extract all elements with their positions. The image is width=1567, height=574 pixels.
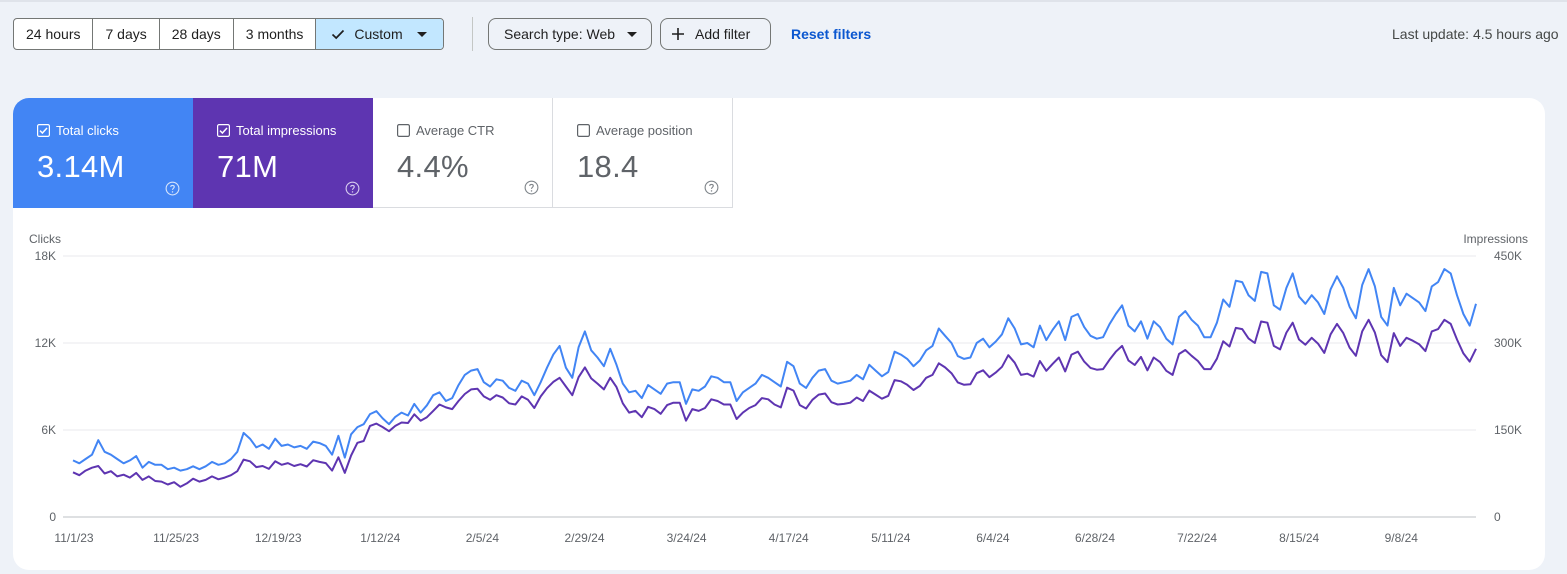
checkbox-checked-icon[interactable] xyxy=(217,123,230,137)
x-tick-label: 6/4/24 xyxy=(976,531,1010,545)
right-tick-label: 450K xyxy=(1494,249,1522,263)
right-tick-label: 0 xyxy=(1494,510,1501,524)
metric-tile-average-ctr[interactable]: Average CTR 4.4% xyxy=(373,98,553,208)
help-icon[interactable] xyxy=(704,180,719,195)
x-tick-label: 5/11/24 xyxy=(871,531,910,545)
checkbox-unchecked-icon[interactable] xyxy=(397,123,410,137)
last-update-text: Last update: 4.5 hours ago xyxy=(1392,26,1559,42)
x-tick-label: 12/19/23 xyxy=(255,531,302,545)
metric-label: Average CTR xyxy=(416,122,495,138)
metric-label: Total clicks xyxy=(56,122,119,138)
range-custom-button[interactable]: Custom xyxy=(316,19,443,49)
toolbar-divider xyxy=(472,17,473,51)
range-3-months-button[interactable]: 3 months xyxy=(234,19,317,49)
right-axis-title: Impressions xyxy=(1463,232,1528,246)
help-icon[interactable] xyxy=(165,181,180,196)
metric-label: Total impressions xyxy=(236,122,337,138)
search-type-label: Search type: Web xyxy=(504,26,616,42)
x-tick-label: 11/25/23 xyxy=(153,531,199,545)
date-range-selector: 24 hours 7 days 28 days 3 months Custom xyxy=(13,18,444,50)
top-divider xyxy=(0,0,1567,2)
left-tick-label: 6K xyxy=(41,423,56,437)
add-filter-button[interactable]: Add filter xyxy=(660,18,771,50)
checkbox-unchecked-icon[interactable] xyxy=(577,123,590,137)
left-tick-label: 18K xyxy=(35,249,56,263)
checkbox-checked-icon[interactable] xyxy=(37,123,50,137)
left-axis-title: Clicks xyxy=(29,232,61,246)
line-chart: Clicks Impressions 0 6K 12K 18K 0 150K 300K 450K 1… xyxy=(29,232,1528,545)
left-tick-label: 12K xyxy=(35,336,56,350)
help-icon[interactable] xyxy=(345,181,360,196)
x-tick-label: 7/22/24 xyxy=(1177,531,1217,545)
checkmark-icon xyxy=(332,29,345,40)
dropdown-arrow-icon xyxy=(416,31,427,37)
range-24-hours-button[interactable]: 24 hours xyxy=(14,19,94,49)
x-tick-label: 2/5/24 xyxy=(466,531,500,545)
x-tick-label: 6/28/24 xyxy=(1075,531,1115,545)
range-28-days-button[interactable]: 28 days xyxy=(160,19,234,49)
reset-filters-link[interactable]: Reset filters xyxy=(791,26,872,42)
right-tick-label: 150K xyxy=(1494,423,1522,437)
metric-tile-total-clicks[interactable]: Total clicks 3.14M xyxy=(13,98,193,208)
help-icon[interactable] xyxy=(524,180,539,195)
x-tick-label: 9/8/24 xyxy=(1385,531,1419,545)
range-7-days-button[interactable]: 7 days xyxy=(93,19,160,49)
performance-chart: Clicks Impressions 0 6K 12K 18K 0 150K 300K 450K 1… xyxy=(13,220,1545,560)
metric-value: 71M xyxy=(217,149,279,184)
plus-icon xyxy=(672,28,684,40)
add-filter-label: Add filter xyxy=(695,26,751,42)
search-type-dropdown[interactable]: Search type: Web xyxy=(488,18,652,50)
custom-label: Custom xyxy=(354,26,403,42)
metric-tile-total-impressions[interactable]: Total impressions 71M xyxy=(193,98,373,208)
right-tick-label: 300K xyxy=(1494,336,1522,350)
metric-value: 18.4 xyxy=(577,149,639,184)
x-tick-label: 11/1/23 xyxy=(54,531,93,545)
metric-tile-average-position[interactable]: Average position 18.4 xyxy=(553,98,733,208)
metric-value: 4.4% xyxy=(397,149,469,184)
left-tick-label: 0 xyxy=(49,510,56,524)
total-clicks-line xyxy=(72,268,1477,472)
metric-label: Average position xyxy=(596,122,693,138)
x-tick-label: 1/12/24 xyxy=(360,531,400,545)
metric-value: 3.14M xyxy=(37,149,125,184)
x-tick-label: 2/29/24 xyxy=(564,531,604,545)
x-tick-label: 4/17/24 xyxy=(769,531,809,545)
x-tick-label: 8/15/24 xyxy=(1279,531,1319,545)
dropdown-arrow-icon xyxy=(627,31,638,37)
total-impressions-line xyxy=(72,318,1477,488)
x-tick-label: 3/24/24 xyxy=(667,531,707,545)
